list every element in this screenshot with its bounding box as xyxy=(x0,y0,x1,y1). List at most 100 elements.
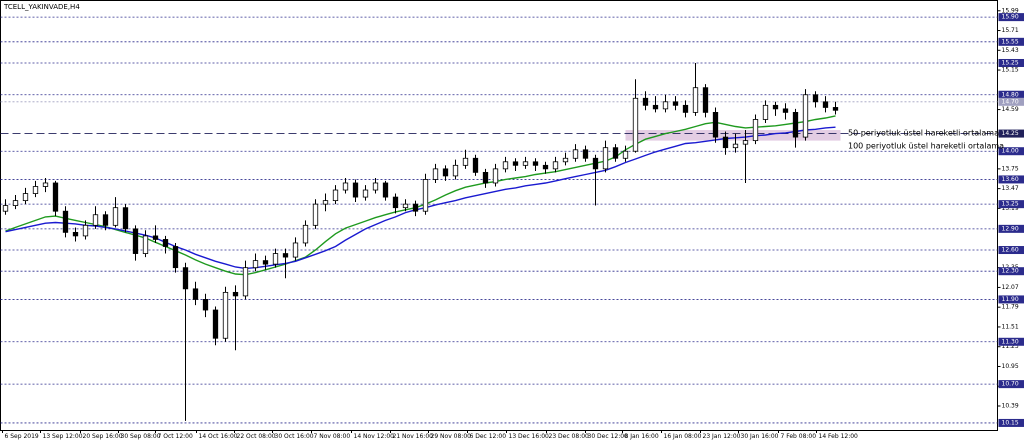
x-tick-label: 6 Dec 12:00 xyxy=(470,433,507,440)
candle-body xyxy=(2,205,9,212)
candle-body xyxy=(52,182,59,212)
candle-body xyxy=(452,164,459,177)
candle-body xyxy=(792,111,799,138)
x-tick-label: 14 Nov 12:00 xyxy=(354,433,395,440)
candle-body xyxy=(82,224,89,237)
level-label: 13.25 xyxy=(1002,201,1019,208)
y-tick-label: 15.71 xyxy=(1002,27,1019,34)
candle-body xyxy=(132,228,139,254)
candle-body xyxy=(172,246,179,269)
y-tick-label: 11.23 xyxy=(1002,343,1019,350)
level-label: 10.70 xyxy=(1002,381,1019,388)
candle-body xyxy=(162,239,169,247)
candle-body xyxy=(622,150,629,159)
x-tick-label: 30 Oct 16:00 xyxy=(275,433,314,440)
legend-entry: 100 periyotluk üstel hareketli ortalama xyxy=(848,142,1004,151)
candle-body xyxy=(562,157,569,163)
level-label-box xyxy=(998,58,1024,67)
y-tick-label: 11.51 xyxy=(1002,323,1019,330)
level-label: 11.30 xyxy=(1002,338,1019,345)
candle-body xyxy=(232,291,239,297)
level-label: 14.70 xyxy=(1002,98,1019,105)
candle-body xyxy=(122,207,129,230)
candle-body xyxy=(522,161,529,166)
candle-body xyxy=(362,189,369,198)
candle-body xyxy=(512,161,519,166)
level-label-box xyxy=(998,129,1024,138)
candle-body xyxy=(602,147,609,170)
x-tick-label: 23 Dec 08:00 xyxy=(549,433,590,440)
candle-body xyxy=(772,104,779,110)
candle-body xyxy=(542,164,549,170)
candle-body xyxy=(732,143,739,149)
level-label: 12.30 xyxy=(1002,268,1019,275)
y-tick-label: 15.99 xyxy=(1002,7,1019,14)
candle-body xyxy=(632,97,639,152)
x-tick-label: 30 Dec 12:00 xyxy=(588,433,629,440)
candle-body xyxy=(62,210,69,233)
level-label: 12.90 xyxy=(1002,225,1019,232)
x-tick-label: 14 Oct 16:00 xyxy=(199,433,238,440)
candle-body xyxy=(102,214,109,226)
y-tick-label: 10.95 xyxy=(1002,363,1019,370)
candle-body xyxy=(712,111,719,138)
level-label-box xyxy=(998,37,1024,46)
y-tick-label: 12.07 xyxy=(1002,284,1019,291)
candle-body xyxy=(802,94,809,138)
candle-body xyxy=(182,267,189,290)
x-tick-label: 29 Nov 08:00 xyxy=(431,433,472,440)
candle-body xyxy=(222,291,229,339)
candle-body xyxy=(672,101,679,106)
level-label-box xyxy=(998,295,1024,304)
level-label: 15.55 xyxy=(1002,38,1019,45)
candle-body xyxy=(502,161,509,170)
level-label-box xyxy=(998,337,1024,346)
candle-body xyxy=(202,299,209,311)
level-label: 14.25 xyxy=(1002,130,1019,137)
level-label: 15.90 xyxy=(1002,14,1019,21)
candle-body xyxy=(92,214,99,226)
y-tick-label: 11.79 xyxy=(1002,304,1019,311)
y-tick-label: 13.75 xyxy=(1002,165,1019,172)
y-tick-label: 15.15 xyxy=(1002,67,1019,74)
chart-title: TCELL_YAKINVADE,H4 xyxy=(3,3,80,11)
candle-body xyxy=(32,186,39,194)
candle-body xyxy=(72,231,79,237)
candle-body xyxy=(682,104,689,113)
candle-body xyxy=(752,119,759,142)
candle-body xyxy=(372,182,379,191)
candle-body xyxy=(642,97,649,106)
y-tick-label: 10.39 xyxy=(1002,403,1019,410)
level-label-box xyxy=(998,224,1024,233)
candle-body xyxy=(352,182,359,198)
candle-body xyxy=(572,149,579,159)
candle-body xyxy=(142,235,149,254)
candle-body xyxy=(722,136,729,149)
x-tick-label: 21 Nov 16:00 xyxy=(393,433,434,440)
candle-body xyxy=(112,207,119,226)
candle-body xyxy=(262,260,269,265)
candle-body xyxy=(22,193,29,202)
candle-body xyxy=(702,87,709,113)
level-label: 15.25 xyxy=(1002,59,1019,66)
level-label-box xyxy=(998,90,1024,99)
candle-body xyxy=(662,101,669,110)
candle-body xyxy=(812,94,819,103)
level-label: 14.00 xyxy=(1002,148,1019,155)
candle-body xyxy=(832,107,839,111)
level-label-box xyxy=(998,267,1024,276)
candle-body xyxy=(762,104,769,120)
candle-body xyxy=(152,235,159,240)
level-label-box xyxy=(998,380,1024,389)
y-tick-label: 15.43 xyxy=(1002,47,1019,54)
candle-body xyxy=(212,309,219,339)
candle-body xyxy=(532,161,539,166)
y-tick-label: 14.59 xyxy=(1002,106,1019,113)
candle-body xyxy=(432,168,439,180)
x-tick-label: 23 Jan 12:00 xyxy=(703,433,741,440)
candle-body xyxy=(42,182,49,187)
candle-body xyxy=(342,182,349,191)
candle-body xyxy=(422,179,429,212)
candle-body xyxy=(482,171,489,184)
